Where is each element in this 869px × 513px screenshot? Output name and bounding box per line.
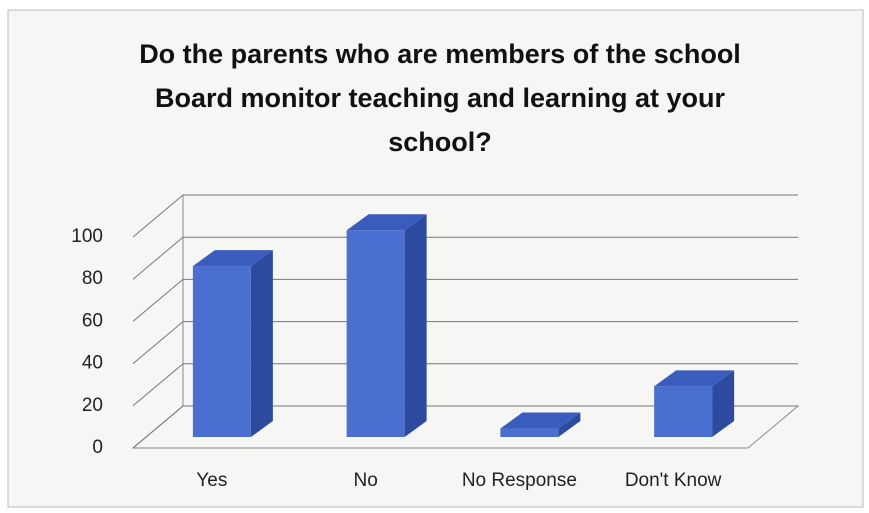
x-tick-label: Yes [196, 470, 227, 491]
y-tick-label: 40 [82, 353, 103, 374]
y-tick-label: 60 [82, 310, 103, 331]
bar-side [404, 214, 427, 437]
chart-title: Do the parents who are members of the sc… [139, 39, 741, 157]
y-tick-label: 80 [82, 268, 103, 289]
bar-top [346, 214, 427, 231]
x-tick-label: No Response [462, 470, 577, 491]
bar [192, 266, 251, 437]
bar [654, 386, 713, 437]
bar-top [654, 370, 735, 387]
grid-line [132, 194, 798, 238]
grid-line [132, 321, 798, 364]
grid-line [132, 236, 798, 280]
grid-line [132, 405, 798, 449]
x-tick-label: Don't Know [625, 470, 722, 491]
bar-top [500, 412, 581, 429]
grid-line [132, 363, 798, 407]
bar [346, 230, 405, 437]
bar-side [712, 370, 735, 437]
grid-line [132, 278, 798, 322]
y-tick-label: 0 [92, 437, 103, 458]
bar-side [250, 250, 273, 437]
bar-top [192, 250, 273, 267]
bar-side [558, 412, 581, 437]
y-tick-label: 100 [71, 226, 103, 247]
x-tick-label: No [353, 470, 377, 491]
y-tick-label: 20 [82, 395, 103, 416]
bar [500, 428, 559, 437]
